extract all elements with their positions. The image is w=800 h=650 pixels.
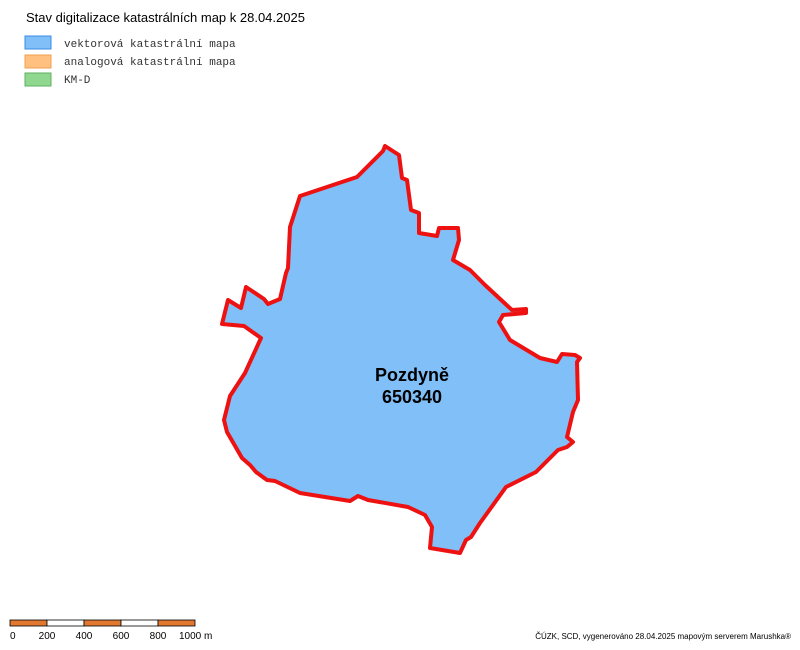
map-title: Stav digitalizace katastrálních map k 28… [26, 10, 305, 25]
legend-swatch [24, 35, 52, 50]
scale-segment [157, 619, 196, 627]
scale-segment [9, 619, 48, 627]
scale-label: 0 [10, 631, 16, 642]
scale-label: 800 [150, 631, 167, 642]
legend-label: KM-D [64, 75, 91, 87]
scale-label: 400 [76, 631, 93, 642]
scale-label: 600 [113, 631, 130, 642]
scale-segment [83, 619, 122, 627]
legend-label: vektorová katastrální mapa [64, 39, 236, 51]
legend-swatch [24, 54, 52, 69]
legend-label: analogová katastrální mapa [64, 57, 236, 69]
scale-label: 1000 m [179, 631, 212, 642]
scale-segment [120, 619, 159, 627]
legend-swatch [24, 72, 52, 87]
cadastral-area [220, 144, 582, 555]
credits: ČÚZK, SCD, vygenerováno 28.04.2025 mapov… [535, 632, 791, 641]
scale-bar [9, 619, 196, 627]
scale-label: 200 [39, 631, 56, 642]
area-name: Pozdyně [375, 365, 449, 385]
scale-segment [46, 619, 85, 627]
area-code: 650340 [382, 387, 442, 407]
